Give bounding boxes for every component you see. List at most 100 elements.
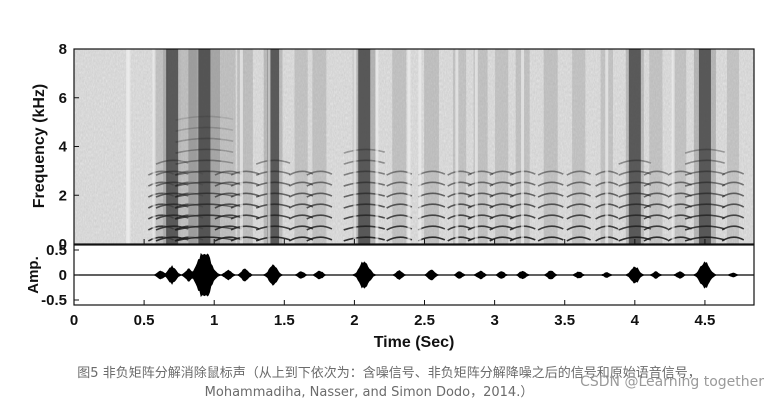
spectrogram-harmonic <box>343 170 385 176</box>
spectrogram-harmonic <box>343 203 385 209</box>
spectrogram-harmonic <box>489 236 514 242</box>
spectrogram-harmonic <box>175 115 234 122</box>
spectrogram-harmonic <box>467 170 494 176</box>
spectrogram-light-streak <box>375 49 379 244</box>
spectrogram-harmonic <box>230 236 260 242</box>
spectrogram-click <box>198 49 211 244</box>
spectrogram-harmonic <box>214 170 242 176</box>
spectrogram-harmonic <box>537 192 564 198</box>
spectrogram-y-tick-label: 6 <box>59 90 67 107</box>
spectrogram-harmonic <box>255 181 291 187</box>
spectrogram-harmonic <box>721 170 745 176</box>
spectrogram-harmonic <box>175 214 234 220</box>
spectrogram-harmonic <box>175 236 234 242</box>
spectrogram-harmonic <box>447 203 472 209</box>
spectrogram-harmonic <box>684 170 725 176</box>
spectrogram-harmonic <box>175 203 234 209</box>
spectrogram-harmonic <box>489 225 514 231</box>
spectrogram-harmonic <box>684 148 725 154</box>
spectrogram-harmonic <box>214 225 242 231</box>
spectrogram-harmonic <box>175 181 234 187</box>
spectrogram-harmonic <box>566 236 591 242</box>
x-tick-label: 1 <box>210 312 218 329</box>
spectrogram-harmonic <box>230 214 260 220</box>
spectrogram-band <box>495 49 509 244</box>
spectrogram-harmonic <box>230 203 260 209</box>
spectrogram-click <box>698 49 711 244</box>
spectrogram-harmonic <box>214 203 242 209</box>
x-axis-label: Time (Sec) <box>374 334 455 351</box>
x-tick-label: 3.5 <box>554 312 575 329</box>
x-tick-label: 4.5 <box>694 312 715 329</box>
spectrogram-harmonic <box>643 203 669 209</box>
spectrogram-light-streak <box>521 49 525 244</box>
waveform-y-axis-label: Amp. <box>25 256 42 294</box>
spectrogram-band <box>392 49 407 244</box>
spectrogram-harmonic <box>684 159 725 165</box>
spectrogram-harmonic <box>447 214 472 220</box>
x-tick-label: 1.5 <box>274 312 295 329</box>
spectrogram-harmonic <box>489 214 514 220</box>
spectrogram-harmonic <box>447 192 472 198</box>
spectrogram-light-streak <box>605 49 609 244</box>
waveform-y-tick-label: 0 <box>59 267 67 284</box>
spectrogram-harmonic <box>306 203 333 209</box>
spectrogram-harmonic <box>566 170 591 176</box>
spectrogram-harmonic <box>306 225 333 231</box>
spectrogram-harmonic <box>175 192 234 198</box>
spectrogram-harmonic <box>447 181 472 187</box>
spectrogram-harmonic <box>447 236 472 242</box>
spectrogram-harmonic <box>343 148 385 154</box>
spectrogram-harmonic <box>255 225 291 231</box>
spectrogram-harmonic <box>306 181 333 187</box>
x-tick-label: 2 <box>350 312 358 329</box>
spectrogram-click <box>628 49 641 244</box>
spectrogram-harmonic <box>489 203 514 209</box>
spectrogram-harmonic <box>489 192 514 198</box>
spectrogram-harmonic <box>255 192 291 198</box>
spectrogram-harmonic <box>684 214 725 220</box>
figure-caption-line-2: Mohammadiha, Nasser, and Simon Dodo，2014… <box>204 385 534 400</box>
spectrogram-harmonic <box>566 203 591 209</box>
spectrogram-harmonic <box>721 192 745 198</box>
spectrogram-harmonic <box>566 192 591 198</box>
watermark: CSDN @Learning together <box>580 374 764 390</box>
spectrogram-harmonic <box>255 214 291 220</box>
spectrogram-light-streak <box>418 49 422 244</box>
spectrogram-light-streak <box>152 49 156 244</box>
spectrogram-harmonic <box>155 170 189 176</box>
spectrogram-click <box>166 49 179 244</box>
spectrogram-harmonic <box>343 236 385 242</box>
spectrogram-harmonic <box>175 225 234 231</box>
spectrogram-harmonic <box>343 181 385 187</box>
spectrogram-harmonic <box>155 159 189 165</box>
spectrogram-harmonic <box>618 170 652 176</box>
spectrogram-y-tick-label: 2 <box>59 187 67 204</box>
spectrogram-harmonic <box>643 181 669 187</box>
spectrogram-harmonic <box>255 236 291 242</box>
spectrogram-harmonic <box>467 214 494 220</box>
spectrogram-harmonic <box>721 225 745 231</box>
spectrogram-harmonic <box>175 137 234 143</box>
spectrogram-band <box>543 49 558 244</box>
spectrogram-light-streak <box>455 49 459 244</box>
spectrogram-band <box>649 49 663 244</box>
spectrogram-harmonic <box>230 170 260 176</box>
spectrogram-y-tick-label: 8 <box>59 41 67 58</box>
spectrogram-harmonic <box>343 214 385 220</box>
spectrogram-band <box>572 49 586 244</box>
spectrogram-band <box>424 49 439 244</box>
spectrogram-harmonic <box>643 236 669 242</box>
spectrogram-harmonic <box>643 170 669 176</box>
spectrogram-panel <box>73 48 755 245</box>
spectrogram-harmonic <box>467 192 494 198</box>
spectrogram-harmonic <box>255 159 291 165</box>
spectrogram-harmonic <box>643 214 669 220</box>
spectrogram-harmonic <box>537 181 564 187</box>
spectrogram-harmonic <box>467 203 494 209</box>
spectrogram-harmonic <box>255 203 291 209</box>
spectrogram-light-streak <box>126 49 130 244</box>
spectrogram-band <box>673 49 687 244</box>
spectrogram-harmonic <box>489 170 514 176</box>
spectrogram-harmonic <box>306 192 333 198</box>
